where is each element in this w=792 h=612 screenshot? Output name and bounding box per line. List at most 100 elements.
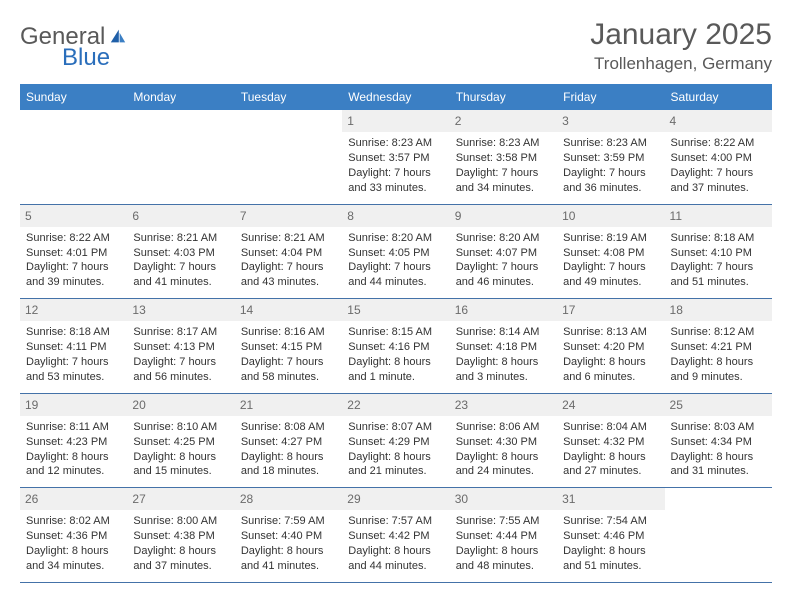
sunset-text: Sunset: 4:07 PM [456, 246, 551, 261]
day-number: 4 [665, 110, 772, 132]
day-number: 13 [127, 299, 234, 321]
sunrise-text: Sunrise: 8:11 AM [26, 420, 121, 435]
sunrise-text: Sunrise: 8:14 AM [456, 325, 551, 340]
daylight-text: Daylight: 7 hours and 36 minutes. [563, 166, 658, 196]
calendar-day: 24Sunrise: 8:04 AMSunset: 4:32 PMDayligh… [557, 393, 664, 488]
sunset-text: Sunset: 4:15 PM [241, 340, 336, 355]
title-block: January 2025 Trollenhagen, Germany [590, 18, 772, 74]
location: Trollenhagen, Germany [590, 54, 772, 74]
calendar-day: 30Sunrise: 7:55 AMSunset: 4:44 PMDayligh… [450, 488, 557, 583]
sunrise-text: Sunrise: 8:22 AM [671, 136, 766, 151]
sunrise-text: Sunrise: 8:23 AM [563, 136, 658, 151]
calendar-week: 12Sunrise: 8:18 AMSunset: 4:11 PMDayligh… [20, 299, 772, 394]
weekday-header: Sunday [20, 84, 127, 110]
day-number: 25 [665, 394, 772, 416]
calendar-day: 15Sunrise: 8:15 AMSunset: 4:16 PMDayligh… [342, 299, 449, 394]
sunset-text: Sunset: 4:13 PM [133, 340, 228, 355]
sunset-text: Sunset: 4:42 PM [348, 529, 443, 544]
sunrise-text: Sunrise: 7:59 AM [241, 514, 336, 529]
sunset-text: Sunset: 4:34 PM [671, 435, 766, 450]
sunrise-text: Sunrise: 7:54 AM [563, 514, 658, 529]
daylight-text: Daylight: 8 hours and 6 minutes. [563, 355, 658, 385]
day-number: 23 [450, 394, 557, 416]
calendar-day [665, 488, 772, 583]
header: GeneralBlue January 2025 Trollenhagen, G… [20, 18, 772, 74]
daylight-text: Daylight: 7 hours and 41 minutes. [133, 260, 228, 290]
calendar-day: 6Sunrise: 8:21 AMSunset: 4:03 PMDaylight… [127, 204, 234, 299]
calendar-day: 17Sunrise: 8:13 AMSunset: 4:20 PMDayligh… [557, 299, 664, 394]
daylight-text: Daylight: 7 hours and 37 minutes. [671, 166, 766, 196]
page-title: January 2025 [590, 18, 772, 52]
sunrise-text: Sunrise: 8:17 AM [133, 325, 228, 340]
daylight-text: Daylight: 8 hours and 1 minute. [348, 355, 443, 385]
daylight-text: Daylight: 8 hours and 44 minutes. [348, 544, 443, 574]
sunset-text: Sunset: 4:30 PM [456, 435, 551, 450]
sunset-text: Sunset: 4:05 PM [348, 246, 443, 261]
sunrise-text: Sunrise: 8:00 AM [133, 514, 228, 529]
sunrise-text: Sunrise: 8:18 AM [671, 231, 766, 246]
daylight-text: Daylight: 8 hours and 9 minutes. [671, 355, 766, 385]
calendar-day: 25Sunrise: 8:03 AMSunset: 4:34 PMDayligh… [665, 393, 772, 488]
sunrise-text: Sunrise: 8:23 AM [348, 136, 443, 151]
calendar-day: 29Sunrise: 7:57 AMSunset: 4:42 PMDayligh… [342, 488, 449, 583]
day-number: 16 [450, 299, 557, 321]
day-number: 17 [557, 299, 664, 321]
day-number: 22 [342, 394, 449, 416]
calendar-day: 16Sunrise: 8:14 AMSunset: 4:18 PMDayligh… [450, 299, 557, 394]
sunrise-text: Sunrise: 8:23 AM [456, 136, 551, 151]
day-number: 10 [557, 205, 664, 227]
daylight-text: Daylight: 7 hours and 33 minutes. [348, 166, 443, 196]
daylight-text: Daylight: 8 hours and 27 minutes. [563, 450, 658, 480]
brand-part2: Blue [62, 45, 128, 70]
sunrise-text: Sunrise: 8:21 AM [241, 231, 336, 246]
day-number: 29 [342, 488, 449, 510]
day-number: 15 [342, 299, 449, 321]
daylight-text: Daylight: 7 hours and 49 minutes. [563, 260, 658, 290]
calendar-day: 31Sunrise: 7:54 AMSunset: 4:46 PMDayligh… [557, 488, 664, 583]
sunrise-text: Sunrise: 8:19 AM [563, 231, 658, 246]
calendar-day: 10Sunrise: 8:19 AMSunset: 4:08 PMDayligh… [557, 204, 664, 299]
calendar-day: 9Sunrise: 8:20 AMSunset: 4:07 PMDaylight… [450, 204, 557, 299]
calendar-day: 14Sunrise: 8:16 AMSunset: 4:15 PMDayligh… [235, 299, 342, 394]
daylight-text: Daylight: 8 hours and 31 minutes. [671, 450, 766, 480]
calendar-day: 28Sunrise: 7:59 AMSunset: 4:40 PMDayligh… [235, 488, 342, 583]
calendar-week: 5Sunrise: 8:22 AMSunset: 4:01 PMDaylight… [20, 204, 772, 299]
weekday-header: Monday [127, 84, 234, 110]
daylight-text: Daylight: 7 hours and 44 minutes. [348, 260, 443, 290]
calendar-week: 19Sunrise: 8:11 AMSunset: 4:23 PMDayligh… [20, 393, 772, 488]
sunset-text: Sunset: 3:57 PM [348, 151, 443, 166]
daylight-text: Daylight: 8 hours and 24 minutes. [456, 450, 551, 480]
sunrise-text: Sunrise: 8:22 AM [26, 231, 121, 246]
weekday-header: Friday [557, 84, 664, 110]
daylight-text: Daylight: 8 hours and 34 minutes. [26, 544, 121, 574]
daylight-text: Daylight: 8 hours and 15 minutes. [133, 450, 228, 480]
sunset-text: Sunset: 4:46 PM [563, 529, 658, 544]
sunrise-text: Sunrise: 8:20 AM [348, 231, 443, 246]
day-number: 30 [450, 488, 557, 510]
calendar-week: 26Sunrise: 8:02 AMSunset: 4:36 PMDayligh… [20, 488, 772, 583]
calendar-day: 27Sunrise: 8:00 AMSunset: 4:38 PMDayligh… [127, 488, 234, 583]
day-number: 6 [127, 205, 234, 227]
sunrise-text: Sunrise: 8:12 AM [671, 325, 766, 340]
daylight-text: Daylight: 8 hours and 12 minutes. [26, 450, 121, 480]
sunset-text: Sunset: 4:18 PM [456, 340, 551, 355]
sunset-text: Sunset: 4:32 PM [563, 435, 658, 450]
day-number: 9 [450, 205, 557, 227]
sunrise-text: Sunrise: 7:55 AM [456, 514, 551, 529]
daylight-text: Daylight: 8 hours and 48 minutes. [456, 544, 551, 574]
day-number: 1 [342, 110, 449, 132]
sunrise-text: Sunrise: 8:13 AM [563, 325, 658, 340]
sunset-text: Sunset: 4:27 PM [241, 435, 336, 450]
day-number: 28 [235, 488, 342, 510]
calendar-day: 18Sunrise: 8:12 AMSunset: 4:21 PMDayligh… [665, 299, 772, 394]
calendar-day: 3Sunrise: 8:23 AMSunset: 3:59 PMDaylight… [557, 110, 664, 204]
sunset-text: Sunset: 4:36 PM [26, 529, 121, 544]
sunrise-text: Sunrise: 8:20 AM [456, 231, 551, 246]
calendar-day: 22Sunrise: 8:07 AMSunset: 4:29 PMDayligh… [342, 393, 449, 488]
daylight-text: Daylight: 7 hours and 51 minutes. [671, 260, 766, 290]
day-number: 3 [557, 110, 664, 132]
calendar-day: 7Sunrise: 8:21 AMSunset: 4:04 PMDaylight… [235, 204, 342, 299]
sunset-text: Sunset: 4:04 PM [241, 246, 336, 261]
weekday-header: Wednesday [342, 84, 449, 110]
daylight-text: Daylight: 8 hours and 51 minutes. [563, 544, 658, 574]
